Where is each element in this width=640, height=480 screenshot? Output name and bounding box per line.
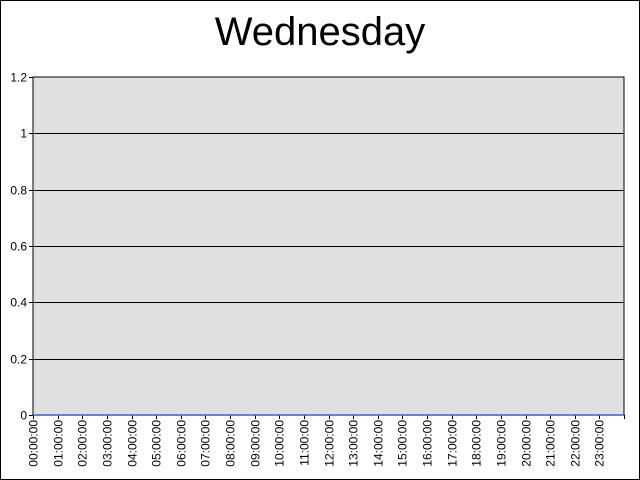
x-tick-label: 11:00:00 xyxy=(298,420,312,466)
x-tick-label: 20:00:00 xyxy=(520,420,534,467)
x-tick-label: 21:00:00 xyxy=(544,420,558,467)
x-tick-label: 06:00:00 xyxy=(175,420,189,467)
x-tick-label: 12:00:00 xyxy=(323,420,337,467)
x-axis: 00:00:00 01:00:00 02:00:00 03:00:00 04:00:00… xyxy=(27,415,625,467)
y-tick-label: 0 xyxy=(20,409,27,423)
x-tick-label: 22:00:00 xyxy=(569,420,583,467)
x-tick-label: 14:00:00 xyxy=(372,420,386,467)
y-tick-label: 0.2 xyxy=(10,353,27,367)
x-tick-label: 08:00:00 xyxy=(224,420,238,467)
x-tick-label: 18:00:00 xyxy=(470,420,484,467)
y-tick-label: 0.4 xyxy=(10,296,27,310)
x-tick-label: 17:00:00 xyxy=(446,420,460,467)
x-tick-label: 13:00:00 xyxy=(347,420,361,467)
x-tick-label: 16:00:00 xyxy=(421,420,435,467)
x-tick-label: 07:00:00 xyxy=(199,420,213,467)
x-tick-label: 19:00:00 xyxy=(495,420,509,467)
x-tick-label: 01:00:00 xyxy=(52,420,66,467)
y-axis: 0 0.2 0.4 0.6 0.8 1 1.2 xyxy=(10,71,33,423)
x-tick-label: 03:00:00 xyxy=(101,420,115,467)
x-tick-label: 02:00:00 xyxy=(76,420,90,467)
x-tick-label: 00:00:00 xyxy=(27,420,41,467)
y-tick-label: 1.2 xyxy=(10,71,27,85)
grid-lines xyxy=(33,133,624,360)
y-tick-label: 0.6 xyxy=(10,240,27,254)
x-tick-label: 04:00:00 xyxy=(126,420,140,467)
y-tick-label: 0.8 xyxy=(10,184,27,198)
x-tick-label: 05:00:00 xyxy=(150,420,164,467)
x-tick-label: 23:00:00 xyxy=(593,420,607,467)
x-tick-label: 10:00:00 xyxy=(273,420,287,467)
y-tick-label: 1 xyxy=(20,127,27,141)
chart-title: Wednesday xyxy=(214,10,426,54)
x-tick-label: 15:00:00 xyxy=(396,420,410,467)
x-tick-label: 09:00:00 xyxy=(249,420,263,467)
